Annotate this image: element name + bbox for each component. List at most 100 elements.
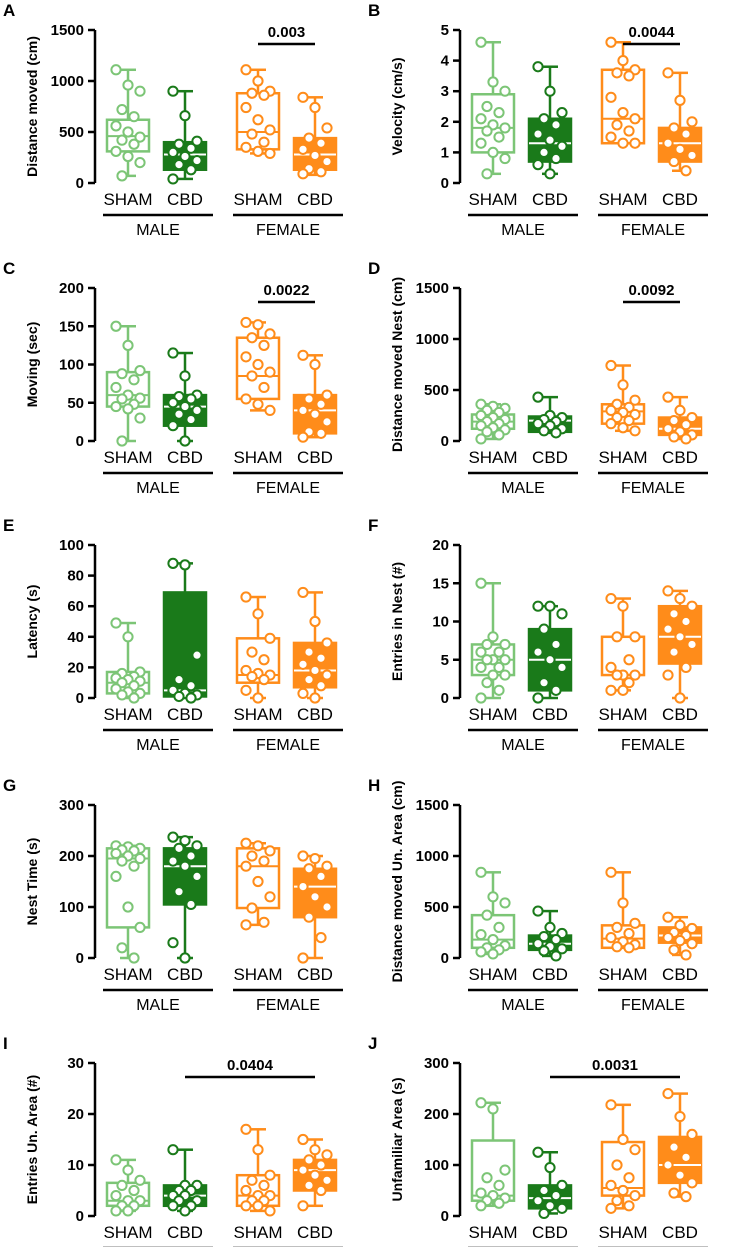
- panel-e: E 0 20 40 60 80 100 Latency (s) SHAM CBD SHAM CBD MA…: [3, 516, 343, 754]
- data-point: [179, 1205, 191, 1217]
- data-point: [167, 937, 179, 949]
- data-point: [544, 85, 556, 97]
- data-point: [110, 64, 122, 76]
- data-point: [662, 669, 674, 681]
- y-tick-label: 20: [67, 659, 84, 676]
- data-point: [240, 393, 252, 405]
- box-sham-female: [600, 36, 646, 149]
- data-point: [167, 85, 179, 97]
- data-point: [303, 674, 315, 686]
- y-tick-label: 0: [76, 433, 84, 450]
- data-point: [264, 147, 276, 160]
- data-point: [252, 319, 264, 331]
- x-category-label: SHAM: [468, 705, 517, 724]
- x-category-label: SHAM: [598, 1223, 647, 1242]
- data-point: [116, 689, 128, 701]
- y-tick-label: 0: [441, 950, 449, 967]
- data-point: [303, 863, 315, 875]
- data-point: [668, 608, 680, 620]
- x-category-label: SHAM: [233, 1223, 282, 1242]
- data-point: [110, 847, 122, 860]
- data-point: [173, 690, 185, 703]
- data-point: [128, 111, 140, 123]
- y-tick-label: 15: [432, 575, 449, 592]
- y-tick-label: 30: [67, 1055, 84, 1072]
- data-point: [538, 1184, 550, 1197]
- data-point: [110, 1205, 122, 1217]
- x-category-label: CBD: [532, 705, 568, 724]
- data-point: [179, 952, 191, 964]
- data-point: [240, 351, 252, 363]
- data-point: [116, 103, 128, 116]
- data-point: [321, 669, 333, 681]
- data-point: [493, 661, 505, 674]
- data-point: [680, 615, 692, 628]
- data-point: [252, 1200, 264, 1212]
- data-point: [481, 677, 493, 689]
- data-point: [116, 942, 128, 954]
- data-point: [499, 638, 511, 651]
- data-point: [258, 916, 270, 928]
- data-point: [258, 339, 270, 351]
- box-cbd-female: [657, 391, 703, 445]
- data-point: [662, 932, 674, 944]
- panel-j: J 0 100 200 300 Unfamiliar Area (s) SHAM CBD SHA…: [368, 1034, 708, 1247]
- data-point: [544, 134, 556, 146]
- data-point: [315, 427, 327, 439]
- data-point: [611, 1195, 623, 1207]
- y-axis-label: Nest Time (s): [24, 838, 40, 926]
- box-sham-female: [600, 866, 646, 954]
- y-tick-label: 10: [432, 614, 449, 631]
- data-point: [493, 684, 505, 696]
- data-point: [122, 79, 134, 91]
- data-point: [122, 631, 134, 643]
- data-point: [538, 146, 550, 158]
- box-cbd-female: [657, 911, 703, 961]
- x-category-label: CBD: [167, 190, 203, 209]
- data-point: [110, 145, 122, 157]
- data-point: [629, 113, 641, 125]
- data-point: [617, 1133, 629, 1146]
- data-point: [617, 684, 629, 696]
- data-point: [475, 577, 487, 589]
- data-point: [532, 418, 544, 430]
- data-point: [315, 1159, 327, 1171]
- data-point: [297, 431, 309, 443]
- x-category-label: CBD: [662, 705, 698, 724]
- sex-label: FEMALE: [621, 222, 685, 239]
- data-point: [611, 1159, 623, 1171]
- data-point: [297, 658, 309, 670]
- data-point: [623, 677, 635, 689]
- data-point: [674, 143, 686, 155]
- data-point: [116, 134, 128, 146]
- data-point: [167, 420, 179, 432]
- data-point: [309, 852, 321, 865]
- data-point: [493, 131, 505, 143]
- x-category-label: SHAM: [598, 448, 647, 467]
- y-tick-label: 0: [76, 175, 84, 192]
- data-point: [532, 938, 544, 950]
- data-point: [550, 152, 562, 165]
- data-point: [481, 100, 493, 113]
- data-point: [686, 638, 698, 651]
- data-point: [246, 332, 258, 344]
- data-point: [309, 1169, 321, 1181]
- data-point: [258, 89, 270, 101]
- box-sham-female: [600, 359, 646, 437]
- data-point: [134, 412, 146, 424]
- data-point: [240, 684, 252, 696]
- box-cbd-female: [657, 67, 703, 177]
- data-point: [499, 654, 511, 666]
- p-value-label: 0.003: [268, 24, 306, 41]
- data-point: [191, 649, 203, 661]
- x-category-label: SHAM: [468, 965, 517, 984]
- data-point: [550, 684, 562, 696]
- data-point: [309, 692, 321, 704]
- data-point: [629, 425, 641, 437]
- data-point: [617, 107, 629, 119]
- y-tick-label: 500: [424, 382, 449, 399]
- data-point: [680, 1191, 692, 1203]
- data-point: [173, 886, 185, 898]
- data-point: [544, 1161, 556, 1174]
